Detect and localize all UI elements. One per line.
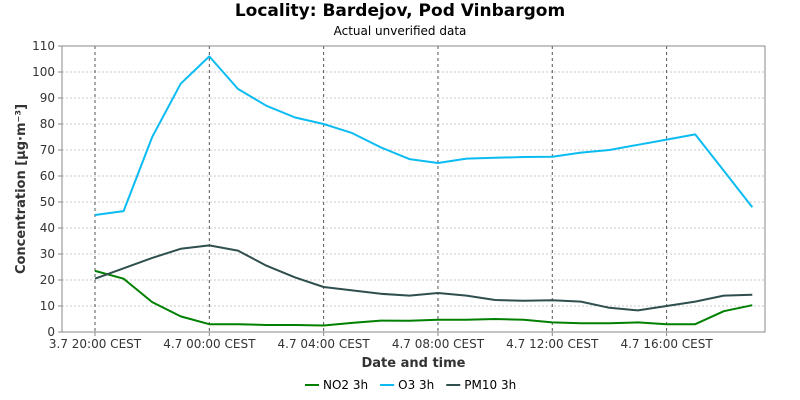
legend-label: O3 3h — [398, 378, 434, 392]
legend-label: PM10 3h — [464, 378, 516, 392]
y-tick-label: 60 — [40, 169, 55, 183]
y-tick-label: 0 — [47, 325, 55, 339]
series-lines — [94, 55, 754, 327]
y-tick-label: 10 — [40, 299, 55, 313]
y-tick-label: 80 — [40, 117, 55, 131]
y-tick-label: 90 — [40, 91, 55, 105]
series-line-o3-3h — [94, 55, 754, 216]
y-tick-label: 40 — [40, 221, 55, 235]
x-tick-label: 4.7 08:00 CEST — [392, 337, 485, 351]
x-tick-label: 4.7 00:00 CEST — [163, 337, 256, 351]
y-tick-label: 30 — [40, 247, 55, 261]
y-tick-label: 50 — [40, 195, 55, 209]
grid — [62, 46, 765, 332]
x-axis-ticks: 3.7 20:00 CEST 4.7 00:00 CEST 4.7 04:00 CE… — [49, 332, 713, 351]
y-tick-label: 70 — [40, 143, 55, 157]
plot-area — [61, 45, 766, 333]
y-tick-label: 20 — [40, 273, 55, 287]
chart-subtitle: Actual unverified data — [333, 24, 467, 38]
series-line-no2-3h — [94, 269, 753, 327]
chart-title: Locality: Bardejov, Pod Vinbargom — [234, 1, 566, 21]
legend-label: NO2 3h — [323, 378, 368, 392]
y-tick-label: 110 — [32, 39, 55, 53]
x-axis-title: Date and time — [361, 356, 465, 371]
legend: NO2 3h O3 3h PM10 3h — [305, 378, 516, 392]
x-tick-label: 3.7 20:00 CEST — [49, 337, 142, 351]
x-tick-label: 4.7 12:00 CEST — [506, 337, 599, 351]
x-tick-label: 4.7 16:00 CEST — [620, 337, 713, 351]
y-axis-title: Concentration [µg·m⁻³] — [14, 104, 29, 274]
y-tick-label: 100 — [32, 65, 55, 79]
y-axis-ticks: 0 10 20 30 40 50 60 70 80 90 100 110 — [32, 39, 62, 339]
series-line-pm10-3h — [94, 244, 753, 312]
x-tick-label: 4.7 04:00 CEST — [278, 337, 371, 351]
